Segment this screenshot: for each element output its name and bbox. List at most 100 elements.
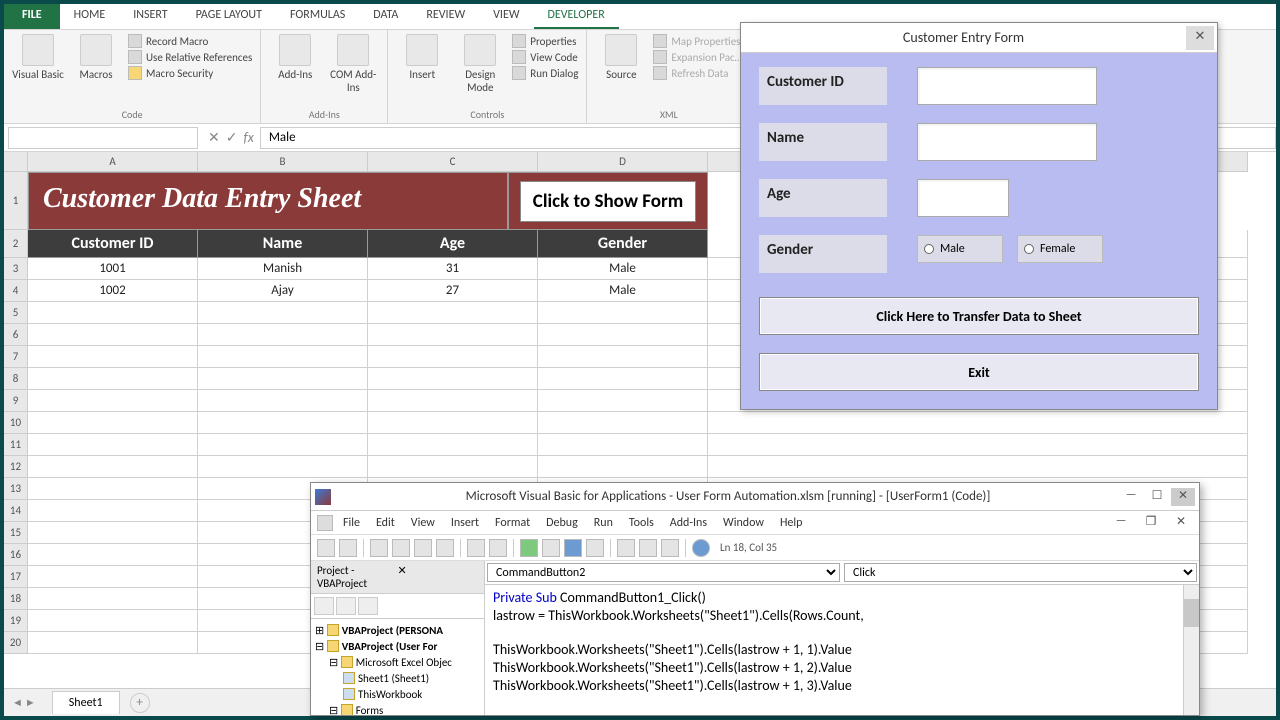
vba-titlebar[interactable]: Microsoft Visual Basic for Applications … [311,483,1199,511]
tab-page-layout[interactable]: PAGE LAYOUT [182,4,276,29]
cell[interactable] [198,324,368,346]
properties-button[interactable]: Properties [512,34,578,48]
tab-file[interactable]: FILE [4,4,60,29]
col-header-a[interactable]: A [28,152,198,172]
new-sheet-button[interactable]: + [130,693,150,713]
design-mode-button[interactable]: Design Mode [454,34,506,106]
macro-security-button[interactable]: Macro Security [128,66,252,80]
name-input[interactable] [917,123,1097,161]
tool-icon[interactable] [317,539,335,557]
maximize-icon[interactable]: ☐ [1145,488,1169,506]
proj-tool-icon[interactable] [314,597,334,615]
cell[interactable] [368,456,538,478]
row-header[interactable]: 8 [4,368,28,390]
cell[interactable] [368,434,538,456]
sheet-tab[interactable]: Sheet1 [52,691,120,714]
cell[interactable] [28,632,198,654]
project-tree[interactable]: ⊞ VBAProject (PERSONA ⊟ VBAProject (User… [311,619,484,715]
cell[interactable] [28,434,198,456]
cell[interactable] [538,412,708,434]
cell[interactable] [368,368,538,390]
help-icon[interactable] [692,539,710,557]
tab-review[interactable]: REVIEW [412,4,479,29]
close-panel-icon[interactable]: ✕ [398,564,479,590]
menu-run[interactable]: Run [588,516,619,530]
expansion-packs-button[interactable]: Expansion Pac… [653,50,742,64]
source-button[interactable]: Source [595,34,647,106]
tool-icon[interactable] [564,539,582,557]
cell[interactable] [28,588,198,610]
menu-debug[interactable]: Debug [540,516,584,530]
row-header[interactable]: 14 [4,500,28,522]
cell[interactable] [28,302,198,324]
cell[interactable] [28,566,198,588]
code-editor[interactable]: Private Sub CommandButton1_Click() lastr… [485,585,1199,715]
cell[interactable] [708,456,1248,478]
cell[interactable]: Male [538,280,708,302]
insert-control-button[interactable]: Insert [396,34,448,106]
col-header-b[interactable]: B [198,152,368,172]
tab-insert[interactable]: INSERT [119,4,181,29]
tool-icon[interactable] [639,539,657,557]
view-code-button[interactable]: View Code [512,50,578,64]
cell[interactable] [28,390,198,412]
tool-icon[interactable] [436,539,454,557]
macros-button[interactable]: Macros [70,34,122,106]
row-header[interactable]: 12 [4,456,28,478]
cell[interactable] [538,324,708,346]
row-header[interactable]: 5 [4,302,28,324]
row-header[interactable]: 11 [4,434,28,456]
row-header[interactable]: 10 [4,412,28,434]
row-header[interactable]: 4 [4,280,28,302]
cell[interactable] [368,346,538,368]
cell[interactable] [538,434,708,456]
tool-icon[interactable] [617,539,635,557]
row-header[interactable]: 13 [4,478,28,500]
run-dialog-button[interactable]: Run Dialog [512,66,578,80]
cell[interactable] [28,412,198,434]
child-minimize-icon[interactable]: — [1109,514,1133,532]
accept-formula-icon[interactable]: ✓ [226,129,238,146]
cell[interactable] [198,368,368,390]
menu-tools[interactable]: Tools [623,516,660,530]
tab-data[interactable]: DATA [359,4,412,29]
cell[interactable] [708,412,1248,434]
customer-id-input[interactable] [917,67,1097,105]
tool-icon[interactable] [586,539,604,557]
exit-button[interactable]: Exit [759,353,1199,391]
visual-basic-button[interactable]: Visual Basic [12,34,64,106]
cell[interactable] [28,610,198,632]
child-close-icon[interactable]: ✕ [1169,514,1193,532]
name-box[interactable] [8,127,198,149]
row-header[interactable]: 9 [4,390,28,412]
cell[interactable] [28,522,198,544]
tool-icon[interactable] [467,539,485,557]
menu-insert[interactable]: Insert [445,516,485,530]
tab-view[interactable]: VIEW [479,4,533,29]
menu-window[interactable]: Window [717,516,770,530]
addins-button[interactable]: Add-Ins [269,34,321,106]
cell[interactable] [368,302,538,324]
row-header[interactable]: 16 [4,544,28,566]
cell[interactable] [538,368,708,390]
menu-file[interactable]: File [337,516,366,530]
row-header[interactable]: 3 [4,258,28,280]
object-dropdown[interactable]: CommandButton2 [487,563,840,582]
radio-female[interactable]: Female [1017,235,1103,263]
cell[interactable] [368,412,538,434]
cell[interactable] [28,478,198,500]
tab-developer[interactable]: DEVELOPER [534,4,619,29]
refresh-data-button[interactable]: Refresh Data [653,66,742,80]
menu-view[interactable]: View [405,516,441,530]
cell[interactable] [28,324,198,346]
col-header-d[interactable]: D [538,152,708,172]
cell[interactable] [198,456,368,478]
child-restore-icon[interactable]: ❐ [1139,514,1163,532]
cell[interactable] [28,368,198,390]
scrollbar[interactable] [1183,585,1199,715]
cell[interactable] [28,456,198,478]
nav-last-icon[interactable]: ► [25,696,36,709]
show-form-button[interactable]: Click to Show Form [520,181,696,222]
row-header[interactable]: 18 [4,588,28,610]
cell[interactable] [538,456,708,478]
